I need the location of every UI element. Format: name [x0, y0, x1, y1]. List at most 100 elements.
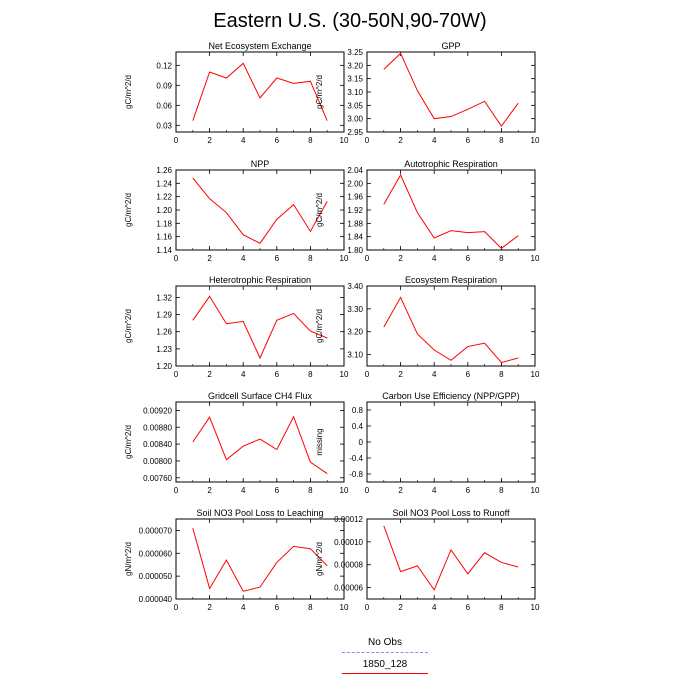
- y-tick-label: 1.80: [347, 246, 363, 255]
- y-tick-label: 0.000070: [139, 526, 173, 535]
- x-tick-label: 6: [466, 136, 471, 145]
- x-tick-label: 8: [308, 486, 313, 495]
- y-axis-label: gN/m^2/d: [315, 542, 324, 576]
- x-tick-label: 0: [365, 254, 370, 263]
- x-tick-label: 0: [365, 370, 370, 379]
- x-tick-label: 0: [365, 603, 370, 612]
- y-tick-label: 0.00006: [334, 584, 363, 593]
- x-tick-label: 8: [499, 370, 504, 379]
- panel-title: Ecosystem Respiration: [405, 275, 497, 285]
- x-tick-label: 0: [365, 486, 370, 495]
- x-tick-label: 10: [340, 254, 349, 263]
- y-tick-label: 0.00008: [334, 561, 363, 570]
- x-tick-label: 2: [398, 370, 403, 379]
- panel-title: GPP: [441, 41, 460, 51]
- y-tick-label: 1.96: [347, 193, 363, 202]
- y-tick-label: 1.26: [156, 166, 172, 175]
- x-tick-label: 6: [275, 603, 280, 612]
- x-tick-label: 6: [275, 370, 280, 379]
- series-line-1850-128: [192, 415, 328, 474]
- x-tick-label: 0: [174, 603, 179, 612]
- panel-soil-no3-pool-loss-to-leaching: Soil NO3 Pool Loss to Leaching 0 2 4 6 8 10 0.0…: [124, 508, 349, 612]
- x-tick-label: 0: [174, 254, 179, 263]
- y-tick-label: 1.20: [156, 206, 172, 215]
- y-tick-label: 3.20: [347, 61, 363, 70]
- series-line-1850-128: [192, 528, 328, 592]
- x-tick-label: 10: [531, 486, 540, 495]
- x-tick-label: 6: [466, 254, 471, 263]
- x-tick-label: 8: [499, 254, 504, 263]
- x-tick-label: 2: [398, 603, 403, 612]
- x-tick-label: 10: [531, 603, 540, 612]
- x-tick-label: 4: [432, 603, 437, 612]
- x-tick-label: 2: [398, 136, 403, 145]
- panel-carbon-use-efficiency-npp-gpp: Carbon Use Efficiency (NPP/GPP)0 2 4 6 8 10-0…: [315, 391, 540, 495]
- y-tick-label: 0.03: [156, 121, 172, 130]
- x-tick-label: 10: [340, 603, 349, 612]
- y-tick-label: 1.20: [156, 362, 172, 371]
- series-line-1850-128: [192, 177, 328, 244]
- x-tick-label: 2: [207, 136, 212, 145]
- series-line-1850-128: [192, 295, 328, 360]
- plot-frame: [366, 401, 536, 483]
- y-tick-label: 1.84: [347, 233, 363, 242]
- plot-frame: [366, 285, 536, 367]
- y-tick-label: 0.12: [156, 61, 172, 70]
- y-tick-label: 3.10: [347, 351, 363, 360]
- y-tick-label: 1.92: [347, 206, 363, 215]
- y-tick-label: 3.30: [347, 305, 363, 314]
- x-tick-label: 10: [340, 136, 349, 145]
- y-tick-label: 0.000050: [139, 572, 173, 581]
- x-tick-label: 6: [275, 136, 280, 145]
- x-tick-label: 4: [432, 254, 437, 263]
- y-tick-label: 0.00920: [143, 406, 172, 415]
- y-tick-label: -0.8: [349, 470, 363, 479]
- y-tick-label: 0.00012: [334, 515, 363, 524]
- y-axis-label: missing: [315, 428, 324, 455]
- panel-title: Net Ecosystem Exchange: [208, 41, 311, 51]
- x-tick-label: 4: [241, 370, 246, 379]
- panel-title: Gridcell Surface CH4 Flux: [208, 391, 313, 401]
- y-axis-label: gC/m^2/d: [124, 193, 133, 227]
- panel-title: Soil NO3 Pool Loss to Leaching: [196, 508, 323, 518]
- y-tick-label: 0.4: [352, 422, 364, 431]
- y-tick-label: 0.8: [352, 406, 364, 415]
- y-axis-label: gC/m^2/d: [124, 425, 133, 459]
- panel-title: Heterotrophic Respiration: [209, 275, 311, 285]
- y-tick-label: 1.23: [156, 345, 172, 354]
- y-tick-label: 0.00760: [143, 474, 172, 483]
- x-tick-label: 2: [398, 254, 403, 263]
- x-tick-label: 0: [174, 486, 179, 495]
- panel-title: Autotrophic Respiration: [404, 159, 498, 169]
- y-tick-label: 1.24: [156, 179, 172, 188]
- x-tick-label: 4: [432, 136, 437, 145]
- x-tick-label: 4: [241, 136, 246, 145]
- x-tick-label: 2: [207, 486, 212, 495]
- y-tick-label: 1.88: [347, 219, 363, 228]
- page-title: Eastern U.S. (30-50N,90-70W): [213, 10, 487, 32]
- panel-title: Carbon Use Efficiency (NPP/GPP): [382, 391, 519, 401]
- y-tick-label: 2.00: [347, 179, 363, 188]
- y-axis-label: gC/m^2/d: [315, 75, 324, 109]
- y-tick-label: 3.20: [347, 328, 363, 337]
- panel-soil-no3-pool-loss-to-runoff: Soil NO3 Pool Loss to Runoff 0 2 4 6 8 10 0.000…: [315, 508, 540, 612]
- y-tick-label: 0.000040: [139, 595, 173, 604]
- y-tick-label: 0.09: [156, 81, 172, 90]
- x-tick-label: 8: [308, 370, 313, 379]
- x-tick-label: 8: [499, 603, 504, 612]
- panel-title: NPP: [251, 159, 270, 169]
- x-tick-label: 10: [340, 486, 349, 495]
- x-tick-label: 0: [174, 370, 179, 379]
- y-tick-label: 0.000060: [139, 549, 173, 558]
- x-tick-label: 6: [275, 486, 280, 495]
- x-tick-label: 4: [432, 370, 437, 379]
- panel-title: Soil NO3 Pool Loss to Runoff: [393, 508, 510, 518]
- y-tick-label: 1.22: [156, 193, 172, 202]
- x-tick-label: 6: [466, 603, 471, 612]
- plot-frame: [366, 518, 536, 600]
- x-tick-label: 2: [207, 603, 212, 612]
- y-tick-label: 3.25: [347, 48, 363, 57]
- x-tick-label: 10: [340, 370, 349, 379]
- x-tick-label: 10: [531, 370, 540, 379]
- panel-npp: NPP 0 2 4 6 8 10 1.14 1.16 1.18 1.20 1.22 1.24 1.26 gC…: [124, 159, 349, 263]
